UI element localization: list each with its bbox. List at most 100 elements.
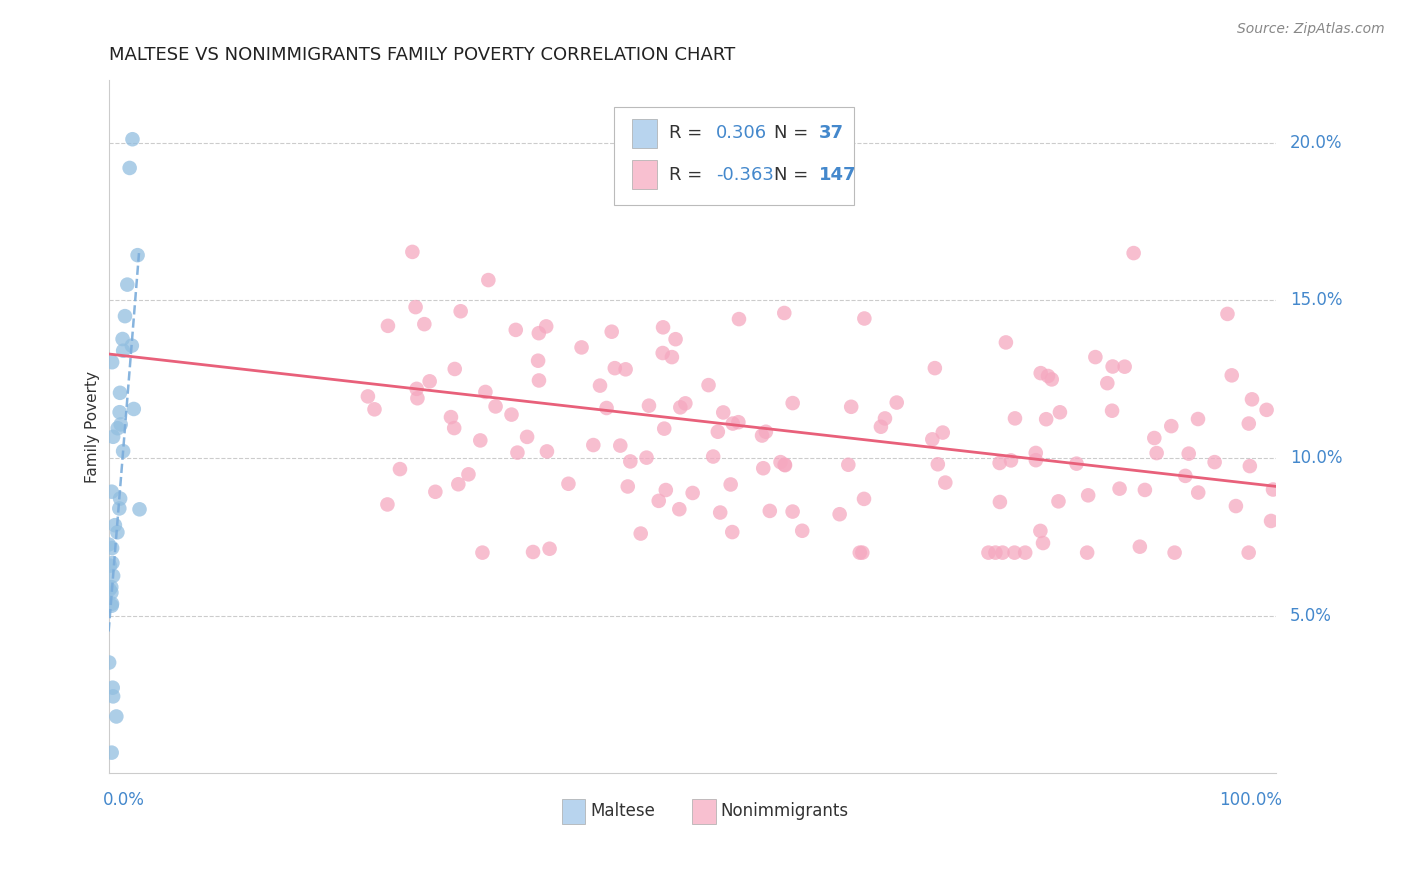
Point <box>614 362 637 376</box>
Point <box>100 580 122 594</box>
Point <box>112 444 135 458</box>
Point <box>100 746 122 760</box>
Point <box>720 477 742 491</box>
Point <box>101 569 124 583</box>
Point <box>927 457 949 471</box>
Point <box>616 479 638 493</box>
Point <box>127 248 149 262</box>
Text: -0.363: -0.363 <box>716 166 773 184</box>
Point <box>440 410 463 425</box>
Point <box>837 458 859 472</box>
Point <box>118 161 141 175</box>
Point <box>755 425 778 439</box>
Point <box>101 556 124 570</box>
Point <box>405 382 427 396</box>
Point <box>1261 483 1284 497</box>
Point <box>121 132 143 146</box>
Point <box>108 385 131 400</box>
Point <box>388 462 411 476</box>
Point <box>101 597 124 611</box>
Point <box>934 475 956 490</box>
Point <box>782 396 804 410</box>
Point <box>849 546 872 560</box>
Text: 100.0%: 100.0% <box>1219 790 1282 809</box>
Point <box>773 458 796 473</box>
Point <box>690 189 713 203</box>
Text: N =: N = <box>775 124 814 142</box>
Point <box>101 690 124 704</box>
Point <box>924 361 946 376</box>
Point <box>1000 453 1022 467</box>
Point <box>991 546 1014 560</box>
Point <box>1204 455 1226 469</box>
Text: N =: N = <box>775 166 814 184</box>
Point <box>1040 372 1063 386</box>
Point <box>839 400 862 414</box>
Point <box>853 311 876 326</box>
Point <box>668 502 690 516</box>
Bar <box>631 161 658 189</box>
Point <box>1256 402 1278 417</box>
Point <box>470 434 492 448</box>
Point <box>1101 403 1123 417</box>
Bar <box>631 119 658 148</box>
Point <box>108 501 131 516</box>
Point <box>536 444 558 458</box>
Point <box>1177 447 1199 461</box>
Point <box>107 421 129 435</box>
Point <box>1129 540 1152 554</box>
Point <box>363 402 385 417</box>
Text: 147: 147 <box>818 166 856 184</box>
Point <box>600 325 623 339</box>
Point <box>873 411 896 425</box>
Point <box>769 455 792 469</box>
Point <box>1237 417 1260 431</box>
Point <box>709 506 731 520</box>
Point <box>501 408 523 422</box>
Point <box>107 525 129 540</box>
Point <box>121 338 143 352</box>
Point <box>117 277 139 292</box>
Point <box>571 340 593 354</box>
Point <box>1025 453 1047 467</box>
Point <box>98 582 121 597</box>
Point <box>792 524 814 538</box>
Point <box>1029 366 1052 380</box>
Point <box>1035 412 1057 426</box>
Text: 5.0%: 5.0% <box>1291 607 1331 624</box>
Point <box>413 317 436 331</box>
Point <box>108 491 131 506</box>
Point <box>471 546 494 560</box>
Point <box>557 476 579 491</box>
Text: 10.0%: 10.0% <box>1291 449 1343 467</box>
Point <box>603 361 626 376</box>
Point <box>443 362 465 376</box>
Point <box>1049 405 1071 419</box>
Point <box>655 483 678 497</box>
Point <box>101 430 124 444</box>
Point <box>727 415 749 429</box>
Point <box>988 495 1011 509</box>
Point <box>664 332 686 346</box>
Point <box>522 545 544 559</box>
Point <box>1146 446 1168 460</box>
Point <box>1029 524 1052 538</box>
Point <box>377 318 399 333</box>
Point <box>638 399 661 413</box>
Point <box>357 389 380 403</box>
Point <box>853 491 876 506</box>
Point <box>1101 359 1123 374</box>
Point <box>100 484 122 499</box>
Point <box>1076 546 1098 560</box>
Point <box>651 346 673 360</box>
Point <box>534 319 557 334</box>
Text: 0.0%: 0.0% <box>103 790 145 809</box>
Point <box>728 312 751 326</box>
Point <box>984 546 1007 560</box>
Point <box>589 378 612 392</box>
Point <box>721 524 744 539</box>
Point <box>1047 494 1070 508</box>
Point <box>1036 369 1059 384</box>
Point <box>101 541 124 555</box>
Point <box>527 326 550 341</box>
